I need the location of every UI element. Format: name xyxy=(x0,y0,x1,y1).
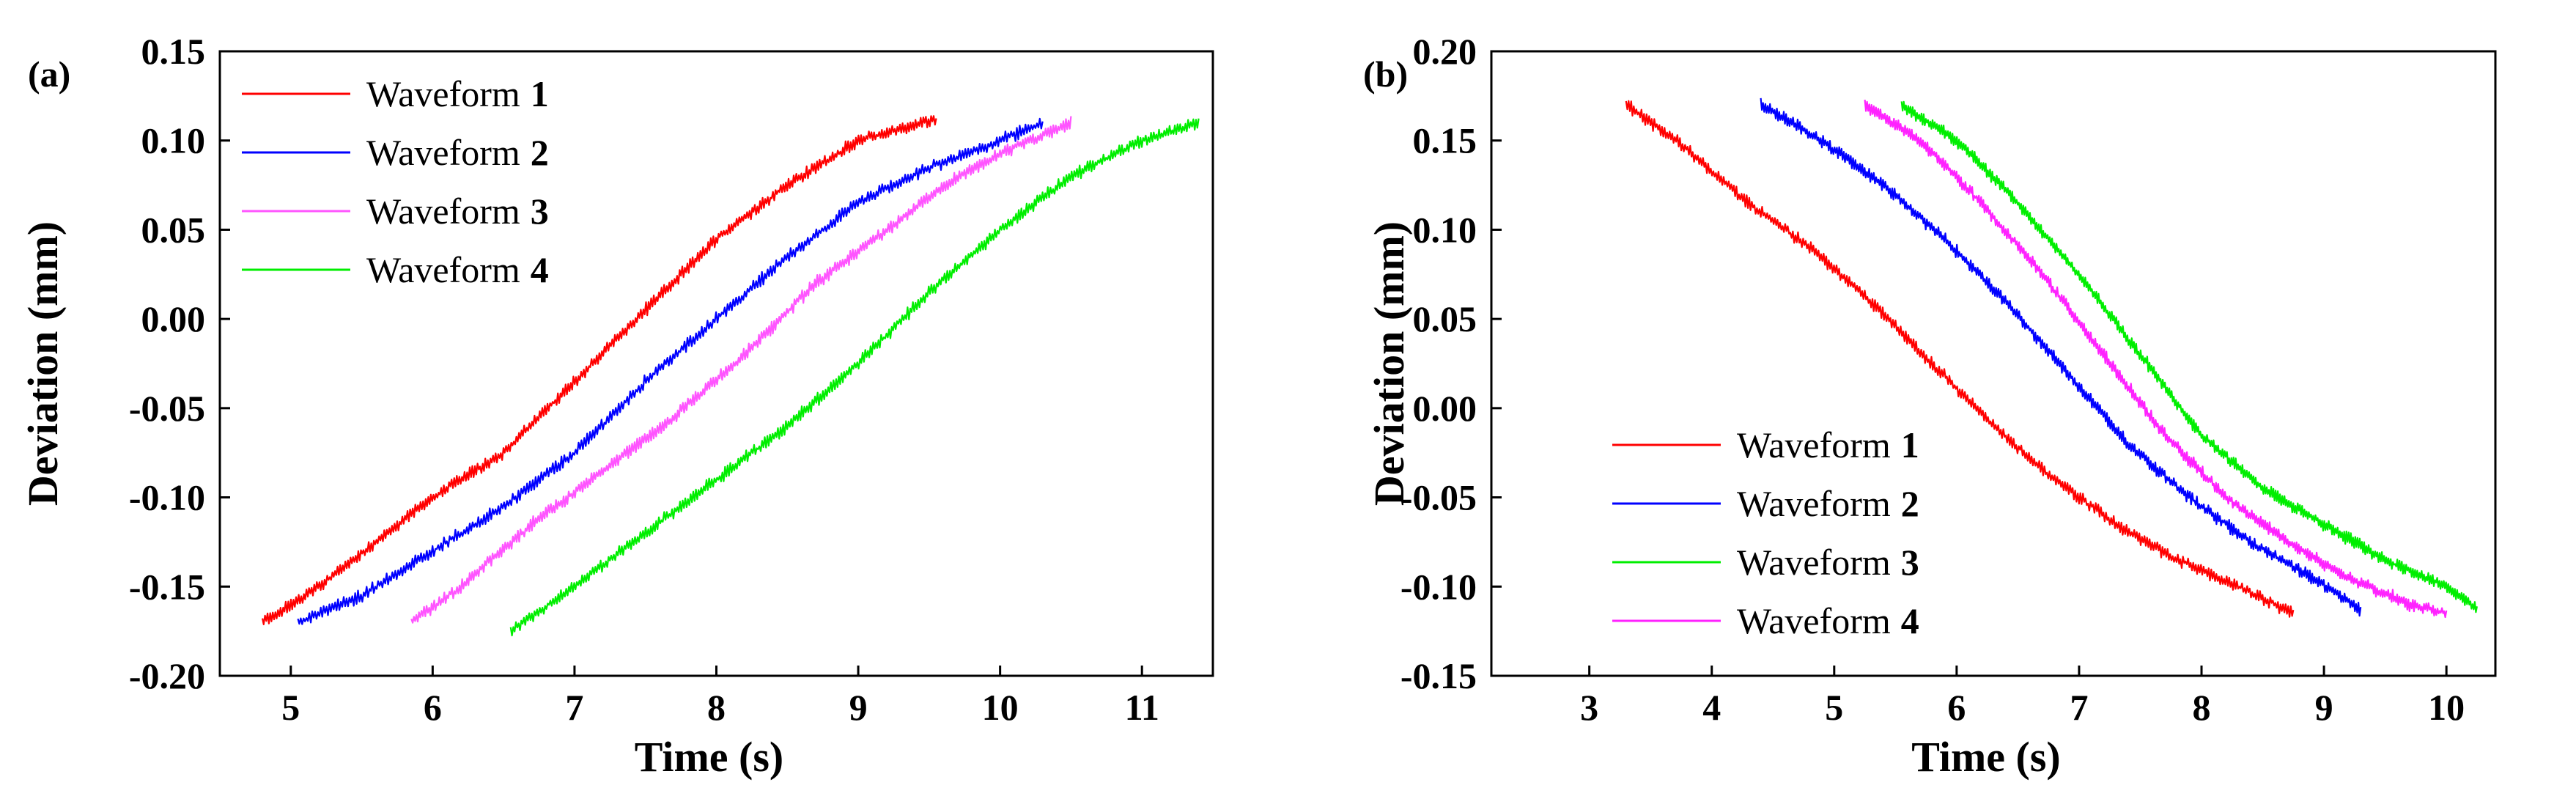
y-tick-label: 0.15 xyxy=(1413,120,1477,161)
legend-label-waveform-2: Waveform 2 xyxy=(1737,483,1919,524)
plot-frame xyxy=(1490,50,2497,677)
legend-label-waveform-3: Waveform 3 xyxy=(1737,542,1919,583)
legend-label-waveform-2: Waveform 2 xyxy=(366,132,549,173)
x-tick-label: 7 xyxy=(565,687,583,728)
legend-label-number: 1 xyxy=(531,73,549,114)
series-line-waveform-3 xyxy=(1900,100,2478,613)
x-tick-label: 8 xyxy=(707,687,726,728)
x-tick-label: 4 xyxy=(1702,687,1721,728)
panel-label: (b) xyxy=(1363,54,1408,95)
x-tick-label: 3 xyxy=(1580,687,1598,728)
legend-label-name: Waveform xyxy=(1737,600,1891,641)
legend-label-number: 1 xyxy=(1901,424,1919,465)
x-tick-label: 10 xyxy=(2428,687,2465,728)
y-tick-label: -0.10 xyxy=(1400,566,1477,607)
legend-label-number: 2 xyxy=(531,132,549,173)
series-line-waveform-2 xyxy=(297,117,1044,625)
y-tick-label: -0.15 xyxy=(129,566,205,607)
y-tick-label: -0.10 xyxy=(129,477,205,518)
x-tick-label: 5 xyxy=(281,687,300,728)
x-tick-label: 11 xyxy=(1125,687,1159,728)
y-tick-label: -0.15 xyxy=(1400,655,1477,696)
legend-label-waveform-4: Waveform 4 xyxy=(1737,600,1919,641)
series-line-waveform-1 xyxy=(1625,100,2295,618)
x-tick-label: 6 xyxy=(1947,687,1966,728)
legend: Waveform 1 Waveform 2 Waveform 3 Waveform 4 xyxy=(242,73,549,290)
legend-label-name: Waveform xyxy=(366,73,520,114)
y-tick-label: 0.00 xyxy=(141,298,206,339)
y-tick-label: 0.10 xyxy=(1413,209,1477,250)
legend-label-number: 4 xyxy=(531,249,549,290)
y-tick-label: 0.00 xyxy=(1413,388,1477,429)
series-line-waveform-4 xyxy=(1864,99,2448,619)
legend-label-name: Waveform xyxy=(1737,542,1891,583)
legend-label-waveform-1: Waveform 1 xyxy=(1737,424,1919,465)
legend-label-number: 3 xyxy=(1901,542,1919,583)
panel-label: (a) xyxy=(28,54,70,95)
x-tick-label: 9 xyxy=(2315,687,2333,728)
x-tick-label: 5 xyxy=(1825,687,1843,728)
y-axis-title: Deviation (mm) xyxy=(19,221,67,506)
x-tick-label: 7 xyxy=(2070,687,2088,728)
series-line-waveform-3 xyxy=(410,116,1072,624)
legend-label-waveform-3: Waveform 3 xyxy=(366,191,549,232)
legend-label-number: 2 xyxy=(1901,483,1919,524)
legend-label-name: Waveform xyxy=(366,191,520,232)
x-tick-label: 9 xyxy=(849,687,868,728)
y-tick-label: 0.10 xyxy=(141,120,206,161)
x-tick-label: 6 xyxy=(424,687,442,728)
series-line-waveform-4 xyxy=(509,118,1200,637)
legend-label-waveform-4: Waveform 4 xyxy=(366,249,549,290)
series-line-waveform-1 xyxy=(262,115,937,626)
y-tick-label: -0.20 xyxy=(129,655,205,696)
y-tick-label: 0.20 xyxy=(1413,31,1477,72)
y-tick-label: 0.15 xyxy=(141,31,206,72)
x-tick-label: 8 xyxy=(2193,687,2211,728)
x-axis-title: Time (s) xyxy=(635,733,784,781)
y-tick-label: 0.05 xyxy=(141,209,206,250)
series-line-waveform-2 xyxy=(1760,97,2362,617)
legend-label-name: Waveform xyxy=(1737,424,1891,465)
legend-label-name: Waveform xyxy=(366,132,520,173)
x-tick-label: 10 xyxy=(982,687,1019,728)
y-tick-label: -0.05 xyxy=(1400,477,1477,518)
y-tick-label: -0.05 xyxy=(129,388,205,429)
legend-label-name: Waveform xyxy=(1737,483,1891,524)
legend-label-number: 3 xyxy=(531,191,549,232)
y-tick-label: 0.05 xyxy=(1413,298,1477,339)
chart-panel-b: (b) -0.15 -0.10 -0.05 0.00 0.05 0.10 0.15 0.20 3 4… xyxy=(1363,31,2497,781)
chart-panel-a: (a) -0.20 -0.15 -0.10 -0.05 0.00 0.05 0.10 0.15 5… xyxy=(19,31,1214,781)
x-axis-title: Time (s) xyxy=(1911,733,2061,781)
legend-label-waveform-1: Waveform 1 xyxy=(366,73,549,114)
legend-label-number: 4 xyxy=(1901,600,1919,641)
legend-label-name: Waveform xyxy=(366,249,520,290)
y-axis-title: Deviation (mm) xyxy=(1365,221,1413,506)
